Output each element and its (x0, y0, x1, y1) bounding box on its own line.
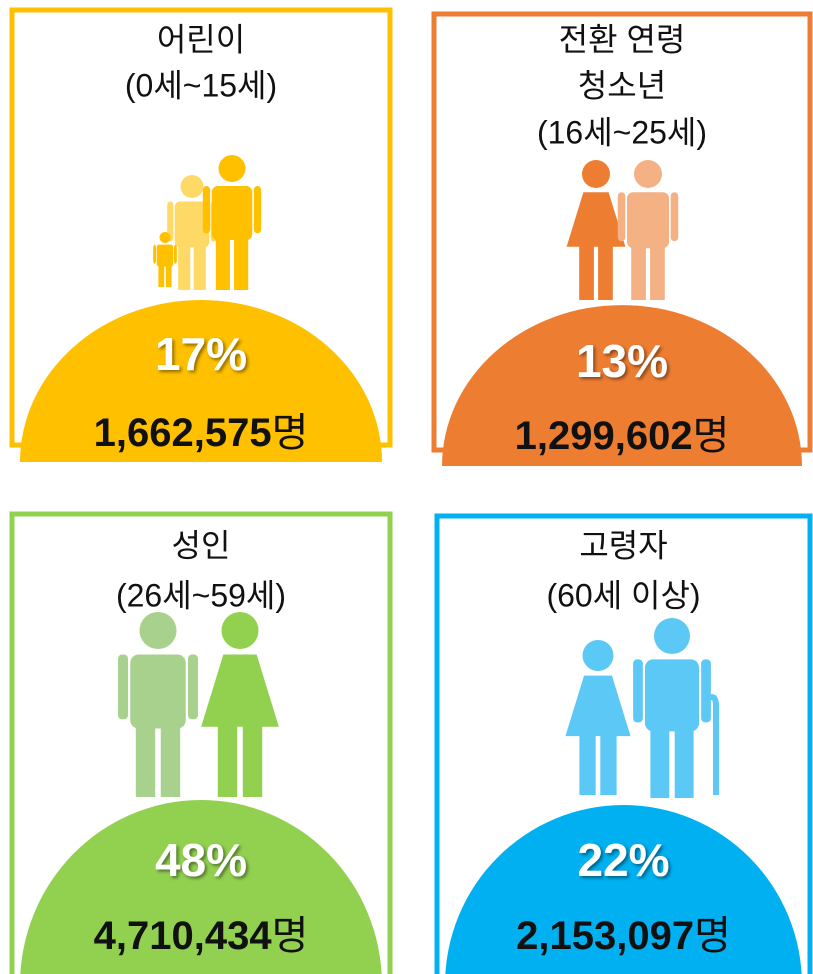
percent: 13% (576, 335, 668, 387)
figure-body (627, 192, 669, 249)
figure-head (582, 640, 614, 671)
figure-leg (674, 726, 694, 798)
dome (442, 305, 802, 466)
figure-head (582, 160, 610, 188)
figure-leg (217, 723, 238, 797)
figure-head (221, 612, 259, 649)
figure-leg (650, 244, 665, 300)
figure-leg (579, 244, 594, 300)
count: 2,153,097명 (516, 914, 731, 958)
figure-head (180, 175, 204, 198)
figure-leg (242, 723, 263, 797)
figure-arm (202, 186, 211, 234)
count: 1,299,602명 (515, 414, 730, 458)
count-unit: 명 (693, 414, 730, 458)
dome (20, 300, 382, 462)
count-number: 1,299,602 (515, 414, 693, 458)
figure-leg (600, 733, 617, 795)
count-unit: 명 (272, 914, 309, 958)
figure-head (218, 155, 246, 182)
figure-arm (118, 654, 129, 720)
figure-leg (135, 723, 156, 797)
figure-arm (253, 186, 262, 234)
dome (20, 800, 382, 974)
figure-arm (153, 244, 157, 264)
panel-title: (16세~25세) (537, 114, 707, 150)
figure-leg (193, 244, 206, 290)
panel-title: (26세~59세) (116, 577, 286, 613)
figure-leg (631, 244, 646, 300)
figure-arm (167, 201, 174, 242)
figure-body (645, 659, 699, 732)
figure-head (139, 612, 177, 649)
figure-arm (617, 192, 626, 242)
figure-leg (178, 244, 191, 290)
panel-title: (60세 이상) (546, 577, 700, 613)
dome (445, 805, 802, 974)
figure-leg (158, 265, 165, 287)
figure-head (634, 160, 662, 188)
figure-body (130, 654, 186, 729)
count-number: 2,153,097 (516, 914, 694, 958)
figure-body (201, 654, 279, 727)
figure-leg (165, 265, 172, 287)
count-number: 4,710,434 (94, 914, 273, 958)
figure-arm (173, 244, 177, 264)
figure-arm (670, 192, 679, 242)
count-number: 1,662,575 (94, 411, 272, 455)
figure-leg (234, 236, 249, 290)
panel-frame (9, 511, 393, 974)
panel-title: 전환 연령 (559, 21, 686, 57)
count: 1,662,575명 (94, 411, 309, 455)
percent: 17% (155, 328, 247, 380)
figure-leg (579, 733, 596, 795)
figure-head (654, 618, 690, 654)
figure-body (156, 244, 174, 267)
panel-title: 고령자 (579, 527, 667, 563)
panel-title: 성인 (172, 527, 231, 563)
figure-body (565, 675, 631, 737)
percent: 22% (577, 834, 669, 886)
figure-body (566, 192, 626, 247)
panel-title: 어린이 (157, 21, 245, 57)
count-unit: 명 (694, 914, 731, 958)
figure-leg (160, 723, 181, 797)
panel-frame (434, 513, 813, 974)
figure-leg (598, 244, 613, 300)
figure-cane (704, 694, 719, 795)
figure-head (159, 232, 171, 243)
percent: 48% (155, 834, 247, 886)
figure-body (211, 186, 253, 241)
panel-title: 청소년 (578, 67, 666, 103)
panel-title: (0세~15세) (125, 67, 277, 103)
count: 4,710,434명 (94, 914, 309, 958)
count-unit: 명 (272, 411, 309, 455)
figure-body (174, 201, 210, 248)
figure-leg (650, 726, 670, 798)
figure-leg (215, 236, 230, 290)
figure-arm (633, 659, 643, 723)
figure-arm (701, 659, 711, 723)
figure-arm (187, 654, 198, 720)
